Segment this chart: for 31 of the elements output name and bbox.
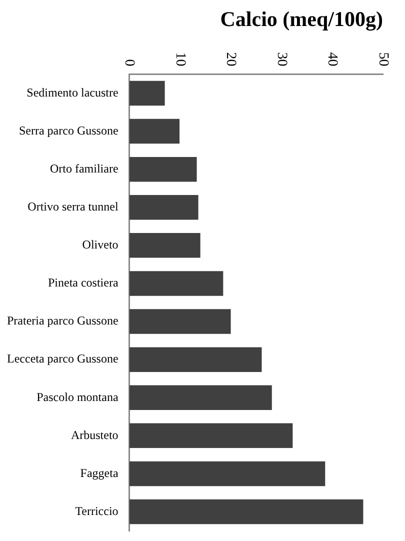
bar	[129, 271, 224, 296]
bar	[129, 156, 197, 182]
bar	[129, 423, 293, 448]
bar	[129, 499, 364, 524]
x-tick-label: 50	[375, 52, 390, 66]
bar	[129, 347, 262, 372]
x-tick-label: 20	[223, 52, 238, 66]
bar	[129, 233, 200, 258]
x-tick-label: 40	[324, 52, 340, 66]
y-tick-label: Arbusteto	[70, 428, 118, 442]
y-tick-label: Serra parco Gussone	[18, 123, 118, 138]
y-tick-label: Faggeta	[80, 466, 119, 480]
x-tick-label: 10	[172, 52, 188, 66]
y-tick-label: Terriccio	[75, 504, 118, 518]
y-tick-label: Prateria parco Gussone	[6, 314, 118, 328]
bar	[129, 80, 165, 106]
y-tick-label: Lecceta parco Gussone	[7, 352, 118, 366]
bar	[129, 309, 231, 334]
y-tick-label: Orto familiare	[50, 161, 118, 176]
y-tick-label: Oliveto	[82, 238, 118, 252]
x-tick-label: 0	[122, 59, 137, 66]
x-tick-label: 30	[274, 52, 289, 66]
y-tick-label: Sedimento lacustre	[26, 85, 118, 100]
bar	[129, 195, 198, 220]
bar	[129, 118, 180, 144]
bar	[129, 461, 326, 486]
chart-title: Calcio (meq/100g)	[220, 7, 383, 32]
y-tick-label: Pineta costiera	[48, 276, 119, 290]
bar	[129, 385, 272, 410]
y-tick-label: Pascolo montana	[36, 390, 119, 404]
y-tick-label: Ortivo serra tunnel	[28, 200, 119, 214]
